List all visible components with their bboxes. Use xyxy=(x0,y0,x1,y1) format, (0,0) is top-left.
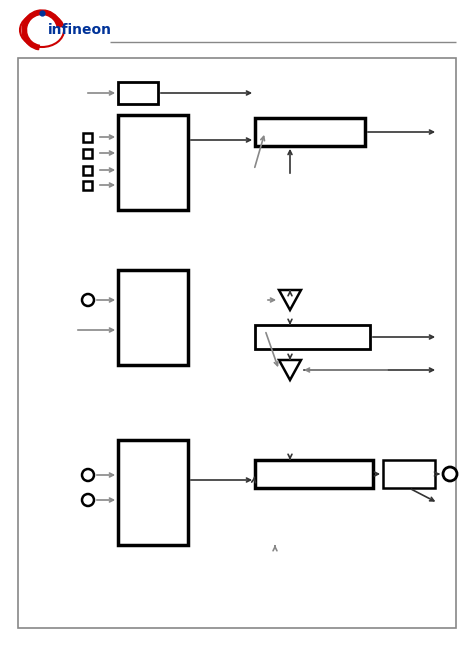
Circle shape xyxy=(82,294,94,306)
Wedge shape xyxy=(22,10,62,50)
Bar xyxy=(83,132,92,142)
Circle shape xyxy=(82,494,94,506)
Bar xyxy=(118,270,188,365)
Bar xyxy=(255,325,370,349)
Bar xyxy=(255,460,373,488)
Bar xyxy=(83,180,92,189)
Bar xyxy=(118,82,158,104)
Circle shape xyxy=(443,467,457,481)
Bar xyxy=(118,115,188,210)
Bar xyxy=(118,440,188,545)
Bar xyxy=(83,166,92,174)
Text: infineon: infineon xyxy=(48,23,112,37)
Bar xyxy=(255,118,365,146)
Bar xyxy=(83,148,92,158)
Circle shape xyxy=(82,469,94,481)
Bar xyxy=(18,58,456,628)
Bar xyxy=(383,460,435,488)
